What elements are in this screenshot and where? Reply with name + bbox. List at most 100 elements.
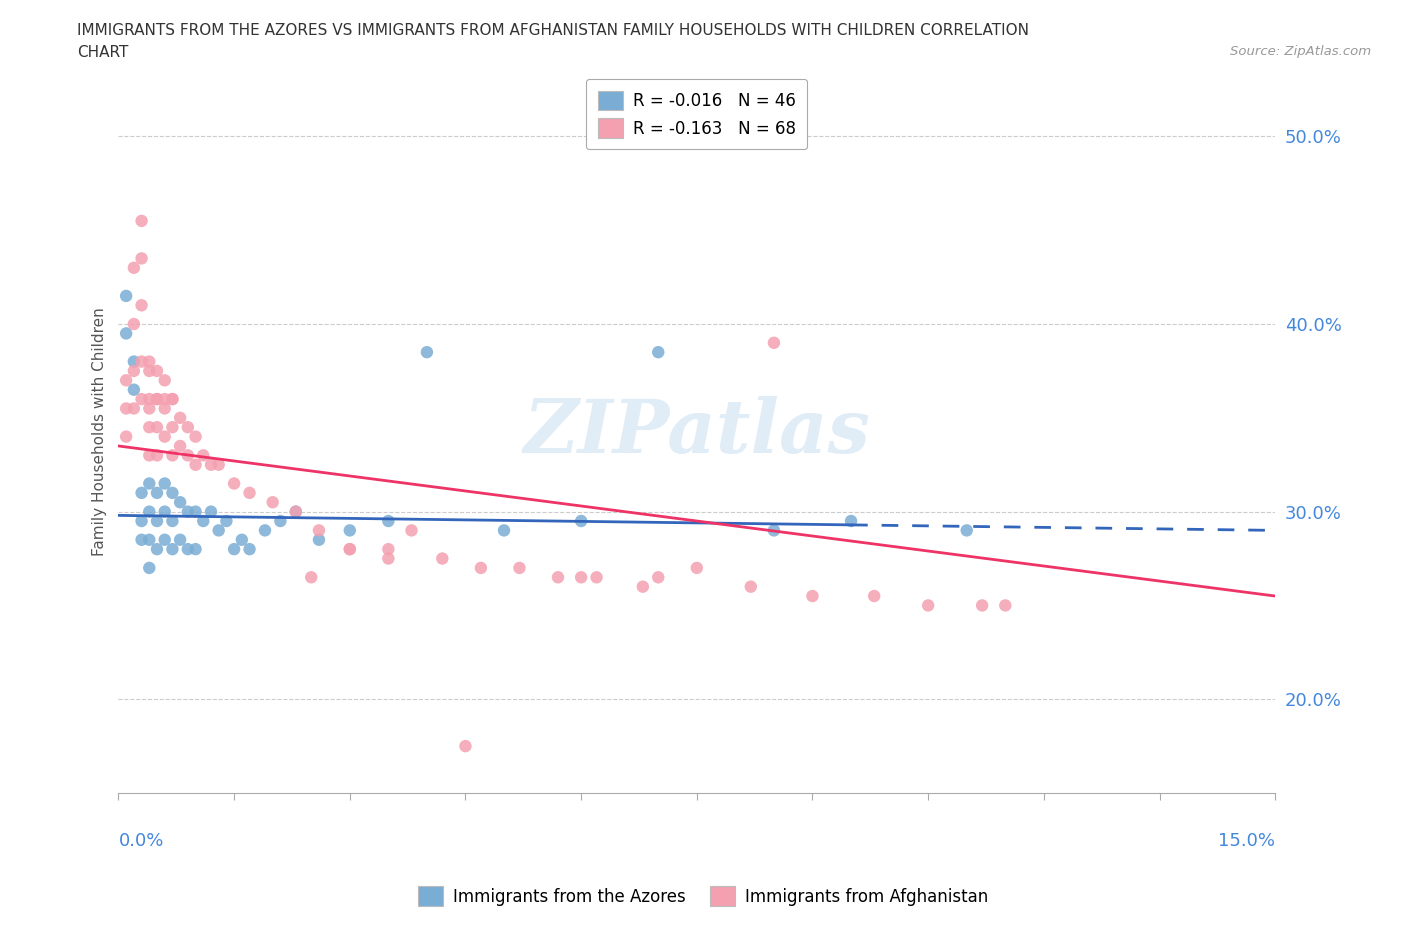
Point <box>839 513 862 528</box>
Point <box>740 579 762 594</box>
Point <box>131 513 153 528</box>
Point <box>115 326 138 341</box>
Point <box>162 485 184 500</box>
Point <box>200 458 222 472</box>
Point <box>122 316 145 331</box>
Point <box>454 738 477 753</box>
Point <box>153 429 176 444</box>
Point <box>169 495 191 510</box>
Point <box>339 541 361 556</box>
Point <box>508 561 530 576</box>
Point <box>339 541 361 556</box>
Point <box>208 458 231 472</box>
Point <box>138 561 160 576</box>
Point <box>131 532 153 547</box>
Point <box>169 439 191 454</box>
Point <box>339 523 361 538</box>
Point <box>138 448 160 463</box>
Point <box>138 419 160 434</box>
Point <box>416 345 439 360</box>
Text: 0.0%: 0.0% <box>118 832 165 850</box>
Point <box>631 579 654 594</box>
Point <box>972 598 994 613</box>
Point <box>146 513 169 528</box>
Point <box>269 513 291 528</box>
Point <box>162 448 184 463</box>
Point <box>122 382 145 397</box>
Point <box>131 251 153 266</box>
Point <box>162 419 184 434</box>
Point <box>122 260 145 275</box>
Point <box>153 532 176 547</box>
Text: Source: ZipAtlas.com: Source: ZipAtlas.com <box>1230 45 1371 58</box>
Point <box>131 354 153 369</box>
Point <box>146 364 169 379</box>
Point <box>153 476 176 491</box>
Point <box>956 523 979 538</box>
Point <box>208 523 231 538</box>
Point <box>238 485 260 500</box>
Point <box>131 392 153 406</box>
Point <box>138 532 160 547</box>
Point <box>162 513 184 528</box>
Point <box>284 504 307 519</box>
Point <box>153 373 176 388</box>
Point <box>122 401 145 416</box>
Point <box>146 392 169 406</box>
Point <box>153 504 176 519</box>
Point <box>184 504 207 519</box>
Point <box>215 513 238 528</box>
Point <box>569 513 592 528</box>
Point <box>138 354 160 369</box>
Point <box>138 392 160 406</box>
Point <box>177 541 200 556</box>
Point <box>115 373 138 388</box>
Point <box>299 570 322 585</box>
Point <box>146 419 169 434</box>
Point <box>146 448 169 463</box>
Point <box>762 336 785 351</box>
Point <box>647 570 669 585</box>
Point <box>162 541 184 556</box>
Point <box>162 392 184 406</box>
Point <box>686 561 709 576</box>
Text: ZIPatlas: ZIPatlas <box>523 395 870 468</box>
Point <box>238 541 260 556</box>
Point <box>177 419 200 434</box>
Point <box>547 570 569 585</box>
Point <box>308 523 330 538</box>
Point <box>184 429 207 444</box>
Point <box>184 541 207 556</box>
Point <box>162 392 184 406</box>
Legend: Immigrants from the Azores, Immigrants from Afghanistan: Immigrants from the Azores, Immigrants f… <box>411 880 995 912</box>
Point <box>131 298 153 312</box>
Point <box>184 458 207 472</box>
Y-axis label: Family Households with Children: Family Households with Children <box>93 308 107 556</box>
Point <box>470 561 492 576</box>
Point <box>122 364 145 379</box>
Text: IMMIGRANTS FROM THE AZORES VS IMMIGRANTS FROM AFGHANISTAN FAMILY HOUSEHOLDS WITH: IMMIGRANTS FROM THE AZORES VS IMMIGRANTS… <box>77 23 1029 38</box>
Point <box>131 485 153 500</box>
Point <box>224 541 246 556</box>
Point <box>284 504 307 519</box>
Point <box>146 392 169 406</box>
Point <box>224 476 246 491</box>
Text: CHART: CHART <box>77 45 129 60</box>
Point <box>122 354 145 369</box>
Text: 15.0%: 15.0% <box>1218 832 1275 850</box>
Point <box>994 598 1017 613</box>
Point <box>115 288 138 303</box>
Point <box>177 504 200 519</box>
Point <box>115 401 138 416</box>
Point <box>131 213 153 228</box>
Point <box>138 476 160 491</box>
Point <box>308 532 330 547</box>
Point <box>146 485 169 500</box>
Point <box>115 429 138 444</box>
Point <box>262 495 284 510</box>
Point <box>153 401 176 416</box>
Point <box>917 598 939 613</box>
Point <box>177 448 200 463</box>
Point <box>169 410 191 425</box>
Point <box>138 401 160 416</box>
